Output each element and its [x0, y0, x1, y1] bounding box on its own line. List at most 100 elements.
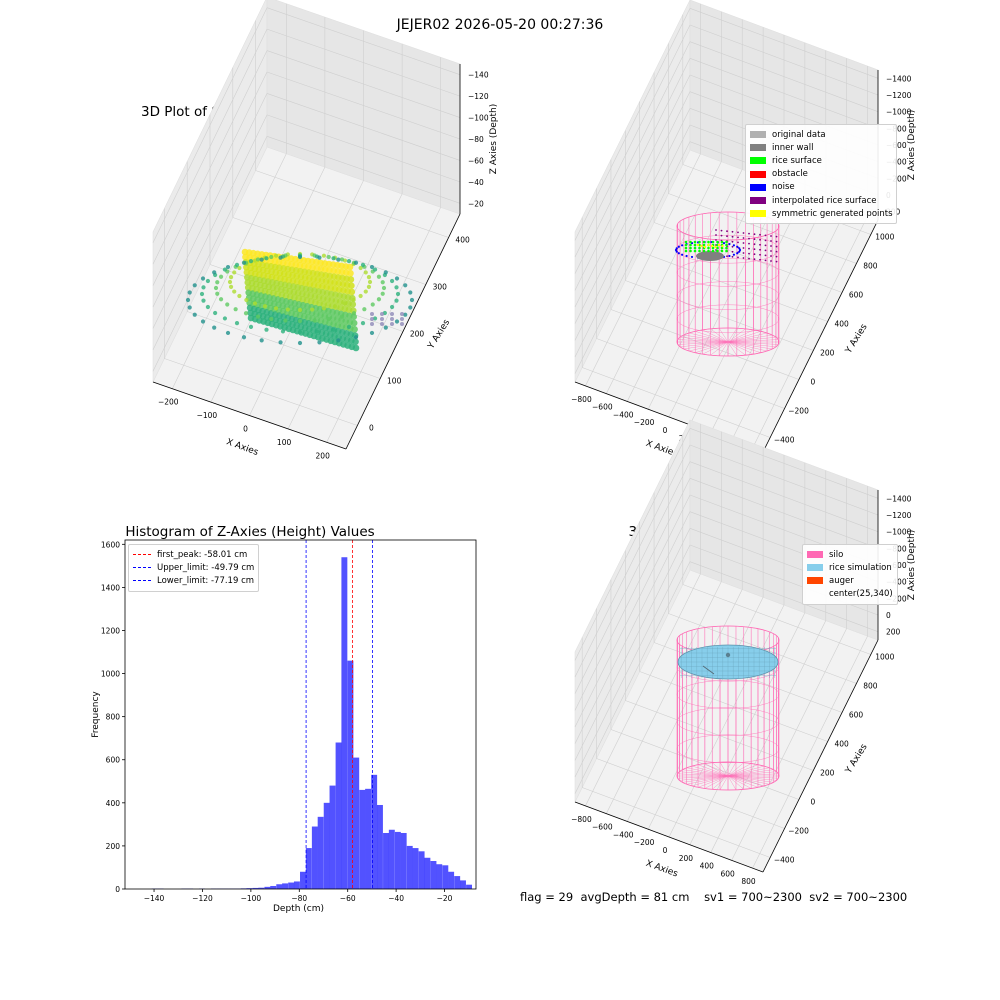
rice-surface-point [698, 246, 701, 250]
y-tick-label: 1000 [875, 653, 894, 662]
data-point [201, 285, 206, 290]
interpolated-point [764, 259, 767, 262]
symmetric-point [717, 243, 721, 247]
histogram-bar [460, 880, 466, 889]
silo-cylinder [676, 211, 780, 357]
interpolated-point [775, 245, 778, 248]
z-tick-label: −1000 [886, 108, 912, 117]
grid-y [232, 217, 426, 285]
y-tick-label: 200 [820, 349, 835, 358]
figure-title: JEJER02 2026-05-20 00:27:36 [396, 17, 604, 33]
data-point [331, 327, 336, 332]
rice-simulation [677, 644, 779, 680]
silo-floor-spoke [727, 329, 754, 343]
grid-y [582, 787, 771, 858]
x-tick-label: −800 [571, 395, 592, 404]
interpolated-point [742, 252, 745, 254]
data-point [215, 291, 220, 296]
x-tick-label: −140 [144, 894, 165, 903]
y-tick-label: 0 [811, 798, 816, 807]
silo-floor-spoke [712, 762, 729, 777]
histogram-bar [282, 883, 289, 889]
grid-x [626, 169, 743, 402]
y-axis-line [762, 639, 879, 873]
histogram-panel: Histogram of Z-Axies (Height) Values −14… [0, 500, 500, 1000]
rice-surface-point [720, 240, 724, 244]
silo-floor-spoke [727, 762, 744, 777]
silo-floor-spoke [727, 775, 737, 790]
data-point [380, 317, 384, 321]
y-tick-label: −200 [788, 827, 809, 836]
noise-point [732, 244, 735, 247]
grid-z [574, 461, 691, 694]
histogram-bar [258, 887, 265, 889]
histogram-bar [365, 788, 372, 889]
simulation-3d-plot: 3D simulation of Silo Interior −800−600−… [500, 419, 1000, 1000]
histogram-legend: first_peak: -58.01 cm Upper_limit: -49.79… [128, 544, 260, 592]
classified-points [674, 229, 778, 263]
silo-floor-spoke [719, 775, 729, 790]
interpolated-point [753, 238, 756, 241]
x-tick-label: 100 [277, 438, 292, 447]
z-tick-label: −20 [468, 199, 484, 208]
interpolated-point [748, 237, 750, 240]
z-tick-label: −1400 [886, 494, 912, 503]
histogram-bar [466, 884, 473, 889]
grid-x [731, 628, 847, 861]
noise-point [736, 252, 739, 255]
legend-entry: Lower_limit: -77.19 cm [133, 574, 254, 587]
symmetric-point [696, 243, 700, 247]
data-point [233, 307, 238, 312]
data-point [326, 316, 331, 322]
grid-x [647, 177, 764, 410]
data-point [331, 256, 336, 261]
z-axis-label: Z Axies (Depth) [907, 530, 917, 601]
grid-x [731, 208, 847, 441]
data-point [366, 275, 372, 280]
x-tick-label: −100 [241, 894, 262, 903]
center-marker [725, 652, 731, 658]
legend-swatch [750, 183, 766, 191]
silo-floor-spoke [727, 331, 761, 343]
y-tick-label: 600 [106, 756, 121, 765]
grid-y [164, 358, 358, 426]
silo-floor-spoke [727, 332, 768, 343]
interpolated-point [731, 255, 734, 258]
silo-floor-spoke [710, 328, 729, 343]
data-point [326, 254, 331, 260]
legend-swatch [750, 157, 766, 165]
grid-y [255, 170, 449, 238]
z-tick-label: −1000 [886, 528, 912, 537]
legend-label: center(25,340) [829, 589, 893, 600]
data-point [372, 316, 378, 321]
interpolated-point [726, 255, 728, 258]
data-point [252, 301, 258, 306]
interpolated-point [764, 239, 767, 242]
y-tick-label: 0 [369, 424, 374, 433]
data-point [285, 307, 290, 312]
data-point [394, 276, 400, 281]
legend-swatch [750, 144, 766, 152]
rice-surface-point [707, 246, 710, 250]
data-point [297, 340, 303, 346]
interpolated-point [764, 249, 767, 252]
rice-surface-point [698, 249, 701, 253]
grid-z [266, 136, 461, 204]
grid-z [574, 8, 691, 241]
histogram-bar [329, 785, 336, 889]
silo-floor-spoke [704, 775, 729, 789]
panel4-legend: silo rice simulation auger center(25,340) [802, 544, 898, 605]
legend-entry: original data [750, 128, 892, 141]
grid-x [585, 573, 701, 807]
data-point [215, 280, 220, 285]
x-tick-label: 200 [316, 451, 331, 460]
data-point [213, 285, 219, 291]
silo-floor-spoke [677, 775, 729, 779]
interpolated-point [759, 248, 761, 251]
grid-z [266, 7, 461, 75]
interpolated-point [715, 229, 717, 231]
interpolated-point [775, 255, 778, 258]
rice-surface-point [716, 246, 719, 250]
interpolated-point [748, 232, 750, 235]
histogram-bar [418, 851, 425, 889]
